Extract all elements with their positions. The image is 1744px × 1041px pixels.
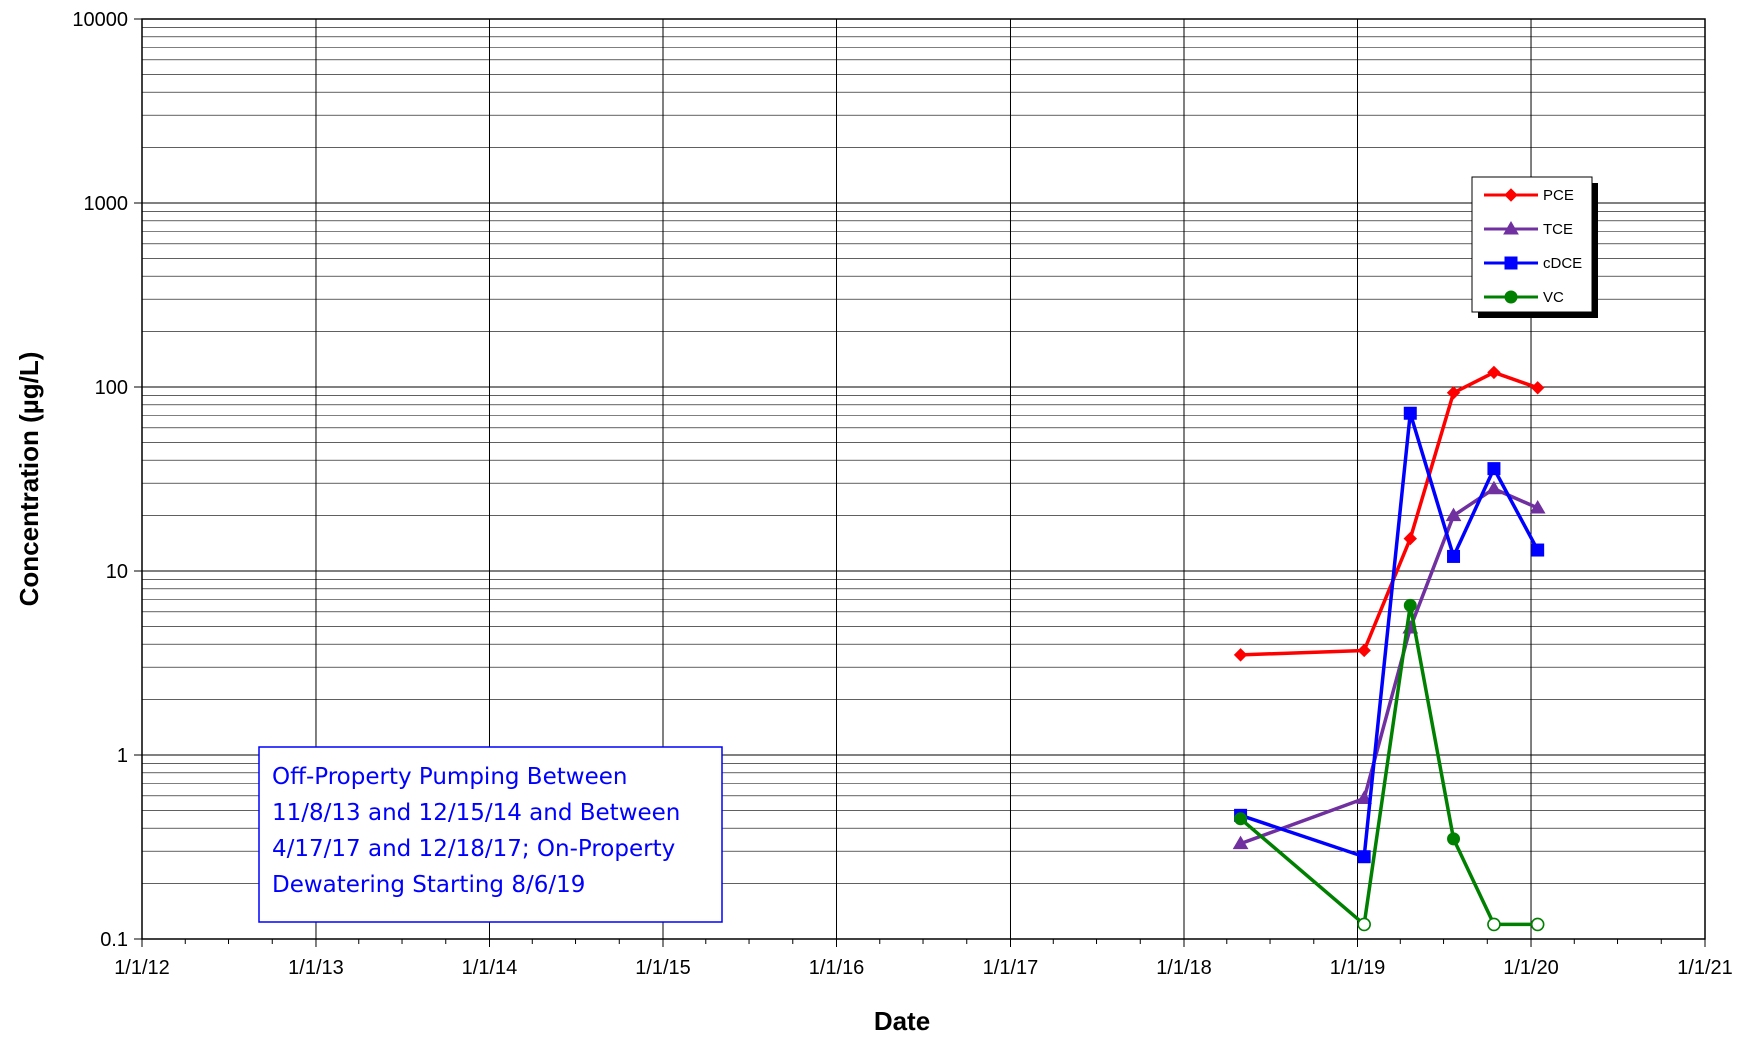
legend-entry-pce: PCE [1484,187,1574,204]
series-line-pce [1240,370,1539,657]
legend-label-pce: PCE [1543,187,1574,204]
legend-entry-tce: TCE [1484,221,1573,238]
data-point-pce [1487,365,1501,380]
data-point-vc [1234,812,1248,826]
data-point-cdce [1447,549,1461,563]
data-point-tce [1529,500,1546,514]
data-point-cdce [1531,543,1545,557]
annotation-line-4: Dewatering Starting 8/6/19 [272,872,585,898]
series-line-cdce [1240,411,1540,859]
x-tick-label: 1/1/12 [114,957,170,979]
y-tick-label: 1000 [84,193,129,215]
x-tick-label: 1/1/16 [809,957,865,979]
series-vc [1234,598,1545,932]
data-point-pce [1233,648,1248,662]
data-point-cdce [1357,850,1371,864]
x-tick-label: 1/1/17 [983,957,1039,979]
data-point-pce [1446,386,1461,400]
axis-ticks: 0.1 1 10 100 1000 10000 1/1/12 1/1/13 1/1/14 1/1/… [72,9,1732,979]
series-cdce [1234,406,1545,864]
legend-swatch-marker-cdce [1504,256,1518,270]
data-point-vc [1447,832,1461,846]
x-tick-label: 1/1/20 [1503,957,1559,979]
legend-box [1471,176,1593,313]
series-line-vc [1239,603,1538,927]
annotation-line-3: 4/17/17 and 12/18/17; On-Property [272,836,675,862]
x-axis-title: Date [874,1006,930,1036]
legend-entry-vc: VC [1484,289,1564,306]
data-point-vc [1487,917,1501,932]
x-tick-label: 1/1/15 [635,957,691,979]
legend-swatch-marker-pce [1504,188,1518,202]
y-tick-label: 10000 [72,9,128,31]
legend-swatch-marker-tce [1503,221,1519,235]
annotation-box [258,746,723,923]
y-tick-label: 100 [95,377,128,399]
legend-label-tce: TCE [1543,221,1573,238]
data-point-pce [1530,381,1545,395]
series-layer [1232,365,1546,932]
legend-entries: PCE TCE cDCE VC [1484,187,1582,306]
y-tick-label: 10 [106,561,128,583]
data-point-tce [1486,480,1502,495]
data-point-tce [1445,507,1462,522]
legend: PCE TCE cDCE VC [1471,176,1598,318]
x-tick-label: 1/1/13 [288,957,344,979]
legend-entry-cdce: cDCE [1484,255,1582,272]
data-point-tce [1356,790,1373,805]
y-axis-title: Concentration (µg/L) [14,352,44,607]
annotation-note: Off-Property Pumping Between 11/8/13 and… [258,746,723,923]
data-point-tce [1232,835,1249,850]
y-tick-label: 0.1 [100,929,128,951]
x-tick-label: 1/1/14 [462,957,518,979]
annotation-line-2: 11/8/13 and 12/15/14 and Between [272,800,680,826]
data-point-pce [1357,643,1371,658]
legend-label-vc: VC [1543,289,1564,306]
data-point-vc [1403,598,1417,612]
series-pce [1233,365,1545,662]
y-tick-label: 1 [117,745,128,767]
data-point-pce [1403,531,1417,546]
x-tick-label: 1/1/21 [1677,957,1733,979]
data-point-cdce [1403,406,1417,420]
legend-label-cdce: cDCE [1543,255,1582,272]
data-point-cdce [1487,462,1501,476]
legend-swatch-marker-vc [1504,290,1518,304]
data-point-vc [1357,917,1371,932]
annotation-line-1: Off-Property Pumping Between [272,764,627,790]
data-point-vc [1530,917,1545,932]
x-tick-label: 1/1/19 [1330,957,1386,979]
series-line-tce [1239,486,1539,846]
x-tick-label: 1/1/18 [1156,957,1212,979]
